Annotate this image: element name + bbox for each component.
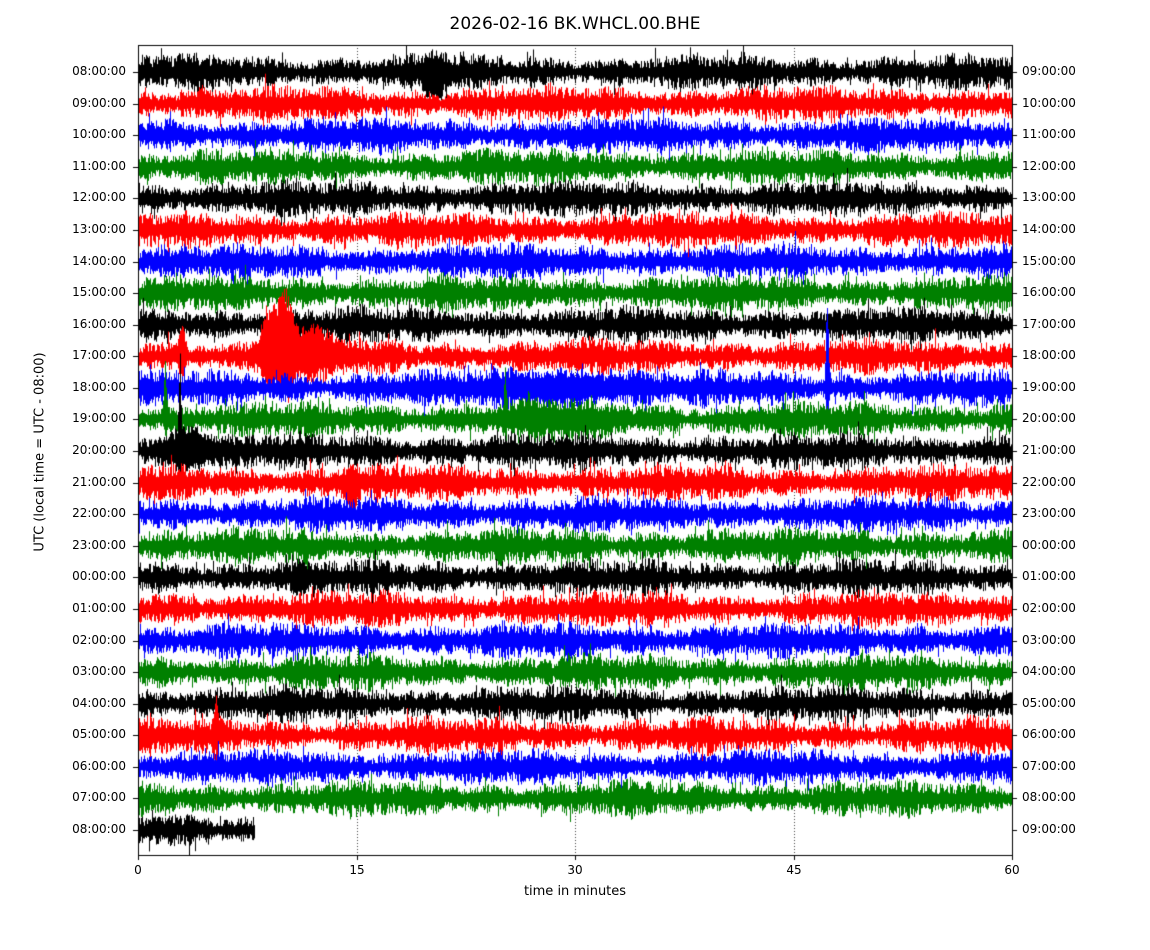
y-tick-label-right-18: 03:00:00 — [1022, 633, 1076, 647]
y-tick-label-left-10: 18:00:00 — [72, 380, 126, 394]
x-tick-label-30: 30 — [567, 863, 583, 877]
y-tick-label-left-23: 07:00:00 — [72, 790, 126, 804]
x-tick-label-15: 15 — [349, 863, 365, 877]
y-tick-label-left-22: 06:00:00 — [72, 759, 126, 773]
y-tick-label-right-12: 21:00:00 — [1022, 443, 1076, 457]
y-tick-label-right-13: 22:00:00 — [1022, 475, 1076, 489]
y-tick-label-right-2: 11:00:00 — [1022, 127, 1076, 141]
y-tick-label-right-14: 23:00:00 — [1022, 506, 1076, 520]
y-tick-label-left-21: 05:00:00 — [72, 727, 126, 741]
y-tick-label-left-11: 19:00:00 — [72, 411, 126, 425]
y-tick-label-right-5: 14:00:00 — [1022, 222, 1076, 236]
y-tick-label-right-17: 02:00:00 — [1022, 601, 1076, 615]
y-tick-label-left-20: 04:00:00 — [72, 696, 126, 710]
y-tick-label-right-11: 20:00:00 — [1022, 411, 1076, 425]
y-tick-label-left-14: 22:00:00 — [72, 506, 126, 520]
y-tick-label-left-1: 09:00:00 — [72, 96, 126, 110]
y-tick-label-left-8: 16:00:00 — [72, 317, 126, 331]
x-tick-label-0: 0 — [134, 863, 142, 877]
y-tick-label-left-0: 08:00:00 — [72, 64, 126, 78]
x-tick-label-45: 45 — [786, 863, 802, 877]
y-tick-label-left-24: 08:00:00 — [72, 822, 126, 836]
y-tick-label-right-19: 04:00:00 — [1022, 664, 1076, 678]
y-tick-label-right-24: 09:00:00 — [1022, 822, 1076, 836]
y-tick-label-right-7: 16:00:00 — [1022, 285, 1076, 299]
x-axis-title: time in minutes — [523, 884, 627, 899]
y-tick-label-left-9: 17:00:00 — [72, 348, 126, 362]
y-axis-title: UTC (local time = UTC - 08:00) — [32, 352, 48, 552]
y-tick-label-left-7: 15:00:00 — [72, 285, 126, 299]
y-tick-label-right-16: 01:00:00 — [1022, 569, 1076, 583]
y-tick-label-right-3: 12:00:00 — [1022, 159, 1076, 173]
y-tick-label-right-22: 07:00:00 — [1022, 759, 1076, 773]
y-tick-label-left-19: 03:00:00 — [72, 664, 126, 678]
y-tick-label-right-0: 09:00:00 — [1022, 64, 1076, 78]
y-tick-label-right-15: 00:00:00 — [1022, 538, 1076, 552]
y-tick-label-right-23: 08:00:00 — [1022, 790, 1076, 804]
y-tick-label-right-4: 13:00:00 — [1022, 190, 1076, 204]
y-tick-label-left-2: 10:00:00 — [72, 127, 126, 141]
y-tick-label-right-6: 15:00:00 — [1022, 254, 1076, 268]
y-tick-label-right-8: 17:00:00 — [1022, 317, 1076, 331]
y-tick-label-left-4: 12:00:00 — [72, 190, 126, 204]
y-tick-label-left-12: 20:00:00 — [72, 443, 126, 457]
y-tick-label-left-16: 00:00:00 — [72, 569, 126, 583]
y-tick-label-right-20: 05:00:00 — [1022, 696, 1076, 710]
y-tick-label-left-6: 14:00:00 — [72, 254, 126, 268]
x-tick-label-60: 60 — [1004, 863, 1020, 877]
y-tick-label-right-10: 19:00:00 — [1022, 380, 1076, 394]
y-tick-label-left-18: 02:00:00 — [72, 633, 126, 647]
y-tick-label-right-1: 10:00:00 — [1022, 96, 1076, 110]
y-tick-label-left-3: 11:00:00 — [72, 159, 126, 173]
y-tick-label-right-9: 18:00:00 — [1022, 348, 1076, 362]
y-tick-label-left-13: 21:00:00 — [72, 475, 126, 489]
y-tick-label-left-15: 23:00:00 — [72, 538, 126, 552]
y-tick-label-left-17: 01:00:00 — [72, 601, 126, 615]
y-tick-label-left-5: 13:00:00 — [72, 222, 126, 236]
y-tick-label-right-21: 06:00:00 — [1022, 727, 1076, 741]
